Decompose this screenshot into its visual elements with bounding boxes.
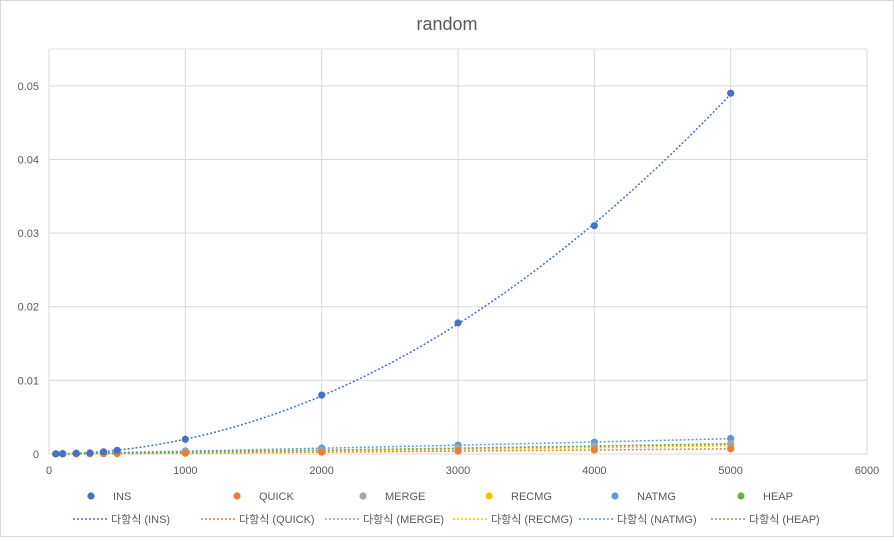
legend-marker bbox=[233, 492, 241, 500]
legend-trend-label: 다항식 (INS) bbox=[111, 513, 170, 526]
y-tick-label: 0.02 bbox=[18, 302, 39, 314]
trendline-heap bbox=[55, 443, 731, 455]
x-tick-label: 0 bbox=[46, 465, 52, 477]
legend-item-heap: HEAP bbox=[737, 491, 793, 503]
y-tick-label: 0.05 bbox=[18, 81, 39, 93]
point-natmg bbox=[727, 434, 735, 443]
legend-item-trend-heap: 다항식 (HEAP) bbox=[711, 513, 820, 526]
legend-label: QUICK bbox=[259, 491, 295, 503]
point-ins bbox=[99, 448, 108, 456]
legend-item-trend-ins: 다항식 (INS) bbox=[73, 513, 170, 526]
legend-trend-label: 다항식 (QUICK) bbox=[239, 513, 315, 526]
point-ins bbox=[181, 435, 189, 443]
legend-item-merge: MERGE bbox=[359, 491, 425, 503]
legend-item-trend-natmg: 다항식 (NATMG) bbox=[579, 513, 697, 526]
legend-trend-label: 다항식 (MERGE) bbox=[363, 513, 444, 526]
point-quick bbox=[454, 447, 462, 455]
trendline-ins bbox=[55, 93, 732, 455]
point-quick bbox=[727, 445, 735, 453]
y-tick-label: 0.01 bbox=[18, 375, 39, 387]
point-ins bbox=[86, 449, 94, 457]
legend-marker bbox=[359, 492, 367, 500]
x-tick-label: 6000 bbox=[855, 465, 879, 477]
y-tick-label: 0 bbox=[33, 449, 39, 461]
x-tick-label: 1000 bbox=[173, 465, 197, 477]
legend-label: INS bbox=[113, 491, 131, 503]
legend-item-natmg: NATMG bbox=[611, 491, 676, 503]
y-tick-label: 0.04 bbox=[18, 154, 39, 166]
point-ins bbox=[727, 89, 735, 97]
legend-item-trend-recmg: 다항식 (RECMG) bbox=[453, 513, 573, 526]
legend-label: NATMG bbox=[637, 491, 676, 503]
chart-title: random bbox=[416, 14, 477, 34]
legend-marker bbox=[485, 492, 493, 500]
point-ins bbox=[318, 391, 326, 399]
legend-item-quick: QUICK bbox=[233, 491, 295, 503]
legend: INS QUICK MERGE RECMG NATMG HEAP 다항식 (INS) 다항식 … bbox=[73, 491, 820, 526]
point-quick bbox=[181, 449, 189, 457]
legend-marker bbox=[611, 492, 619, 500]
axes: 0 1000 2000 3000 4000 5000 6000 0 0.01 0.02 0.03 0.… bbox=[18, 81, 880, 477]
point-ins bbox=[52, 450, 60, 458]
x-tick-label: 5000 bbox=[718, 465, 742, 477]
point-ins bbox=[59, 450, 67, 458]
point-quick bbox=[318, 448, 326, 456]
x-tick-label: 2000 bbox=[309, 465, 333, 477]
legend-trend-label: 다항식 (HEAP) bbox=[749, 513, 820, 526]
point-ins bbox=[113, 446, 121, 454]
point-ins bbox=[590, 222, 598, 230]
legend-marker bbox=[737, 492, 745, 500]
data-points bbox=[52, 89, 735, 458]
gridlines bbox=[48, 48, 868, 455]
point-quick bbox=[590, 446, 598, 454]
point-ins bbox=[72, 449, 80, 457]
x-tick-label: 3000 bbox=[446, 465, 470, 477]
legend-item-trend-quick: 다항식 (QUICK) bbox=[201, 513, 315, 526]
trendlines bbox=[55, 93, 732, 455]
legend-item-ins: INS bbox=[87, 491, 131, 503]
y-tick-label: 0.03 bbox=[18, 228, 39, 240]
point-merge bbox=[727, 440, 735, 448]
legend-trend-label: 다항식 (RECMG) bbox=[491, 513, 573, 526]
legend-trend-label: 다항식 (NATMG) bbox=[617, 513, 697, 526]
legend-marker bbox=[87, 492, 95, 500]
legend-label: RECMG bbox=[511, 491, 552, 503]
point-ins bbox=[454, 319, 462, 327]
x-tick-label: 4000 bbox=[582, 465, 606, 477]
legend-item-trend-merge: 다항식 (MERGE) bbox=[325, 513, 444, 526]
legend-item-recmg: RECMG bbox=[485, 491, 552, 503]
legend-label: MERGE bbox=[385, 491, 425, 503]
legend-label: HEAP bbox=[763, 491, 793, 503]
trendline-natmg bbox=[55, 437, 731, 455]
